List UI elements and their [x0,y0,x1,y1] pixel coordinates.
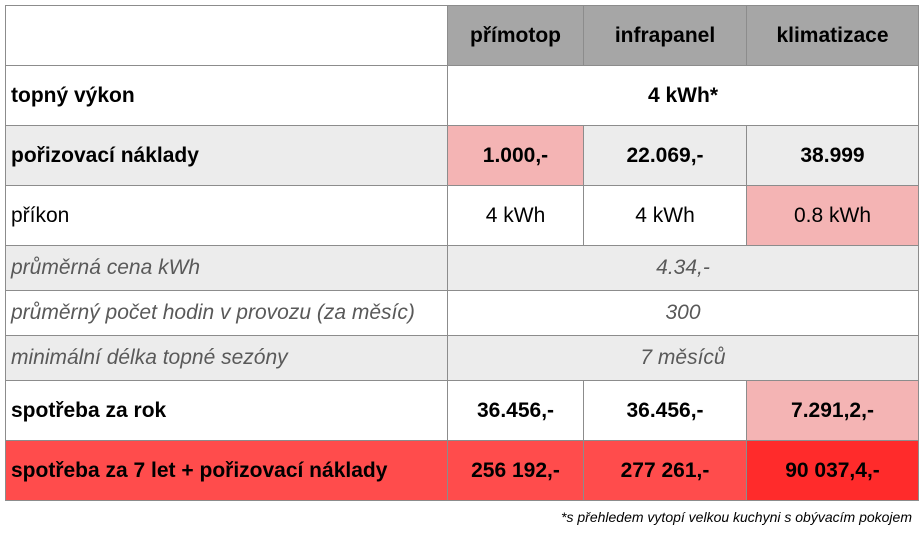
row-label: příkon [5,185,448,246]
merged-value-cell: 4 kWh* [447,65,919,126]
row-label: topný výkon [5,65,448,126]
row-label: spotřeba za 7 let + pořizovací náklady [5,440,448,501]
footnote: *s přehledem vytopí velkou kuchyni s obý… [561,509,912,525]
row-label: průměrná cena kWh [5,245,448,291]
value-cell: 1.000,- [447,125,584,186]
row-label: průměrný počet hodin v provozu (za měsíc… [5,290,448,336]
row-power-input: příkon 4 kWh 4 kWh 0.8 kWh [5,185,919,246]
row-purchase-cost: pořizovací náklady 1.000,- 22.069,- 38.9… [5,125,919,186]
column-header: přímotop [447,5,584,66]
value-cell: 4 kWh [447,185,584,246]
row-label: spotřeba za rok [5,380,448,441]
merged-value-cell: 4.34,- [447,245,919,291]
value-cell: 90 037,4,- [746,440,919,501]
row-kwh-price: průměrná cena kWh 4.34,- [5,245,919,291]
row-hours: průměrný počet hodin v provozu (za měsíc… [5,290,919,336]
value-cell: 7.291,2,- [746,380,919,441]
value-cell: 36.456,- [447,380,584,441]
merged-value-cell: 7 měsíců [447,335,919,381]
value-cell: 22.069,- [583,125,747,186]
column-header: infrapanel [583,5,747,66]
value-cell: 277 261,- [583,440,747,501]
value-cell: 256 192,- [447,440,584,501]
row-seven-year-total: spotřeba za 7 let + pořizovací náklady 2… [5,440,919,501]
row-yearly-consumption: spotřeba za rok 36.456,- 36.456,- 7.291,… [5,380,919,441]
header-empty-cell [5,5,448,66]
row-label: pořizovací náklady [5,125,448,186]
row-season: minimální délka topné sezóny 7 měsíců [5,335,919,381]
value-cell: 38.999 [746,125,919,186]
header-row: přímotop infrapanel klimatizace [5,5,919,66]
column-header: klimatizace [746,5,919,66]
value-cell: 0.8 kWh [746,185,919,246]
row-label: minimální délka topné sezóny [5,335,448,381]
value-cell: 4 kWh [583,185,747,246]
row-heat-output: topný výkon 4 kWh* [5,65,919,126]
merged-value-cell: 300 [447,290,919,336]
value-cell: 36.456,- [583,380,747,441]
comparison-table: přímotop infrapanel klimatizace topný vý… [5,5,919,501]
